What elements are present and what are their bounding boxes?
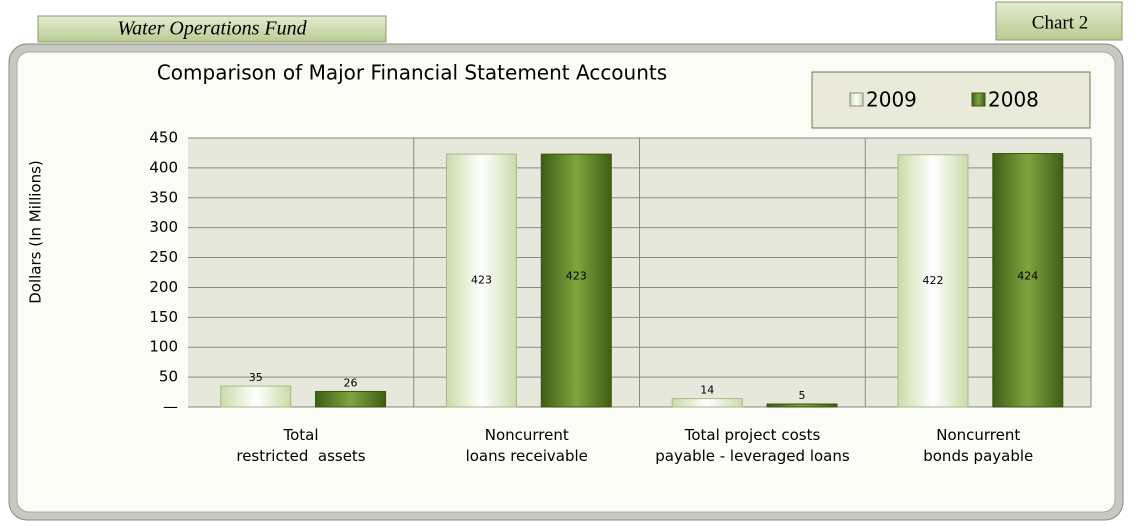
y-tick-label: 200	[149, 278, 178, 296]
chart-title: Comparison of Major Financial Statement …	[157, 61, 667, 85]
y-tick-label: 150	[149, 308, 178, 326]
legend-swatch	[849, 92, 864, 107]
y-tick-label: 350	[149, 188, 178, 206]
legend-swatch	[971, 92, 986, 107]
y-tick-label: 450	[149, 129, 178, 147]
bar	[315, 390, 387, 408]
x-tick-label: Total restricted assets	[236, 426, 366, 465]
bar	[766, 403, 838, 408]
x-tick-label: Total project costs payable - leveraged …	[655, 426, 850, 465]
y-tick-label: 400	[149, 158, 178, 176]
data-label: 422	[922, 274, 943, 287]
fund-tab	[37, 15, 387, 43]
data-label: 423	[566, 270, 587, 283]
y-tick-label: —	[163, 398, 178, 416]
chart-number: Chart 2	[1032, 12, 1088, 33]
bar	[671, 398, 743, 408]
bar	[220, 385, 292, 408]
x-tick-label: Noncurrent loans receivable	[465, 426, 588, 465]
data-label: 35	[249, 371, 263, 384]
data-label: 424	[1017, 269, 1038, 282]
bar	[897, 154, 969, 408]
data-label: 423	[471, 274, 492, 287]
y-axis-label: Dollars (In Millions)	[27, 160, 45, 304]
legend-label: 2009	[866, 88, 917, 112]
chart-tab	[995, 1, 1123, 41]
data-label: 5	[799, 389, 806, 402]
y-tick-label: 250	[149, 248, 178, 266]
legend-label: 2008	[988, 88, 1039, 112]
bar	[992, 153, 1064, 408]
x-tick-label: Noncurrent bonds payable	[923, 426, 1034, 465]
data-label: 14	[700, 384, 714, 397]
fund-name: Water Operations Fund	[117, 18, 307, 40]
y-tick-label: 300	[149, 218, 178, 236]
data-label: 26	[344, 376, 358, 389]
y-tick-label: 100	[149, 338, 178, 356]
bar	[540, 153, 612, 408]
y-tick-label: 50	[159, 368, 178, 386]
bar	[445, 153, 517, 408]
